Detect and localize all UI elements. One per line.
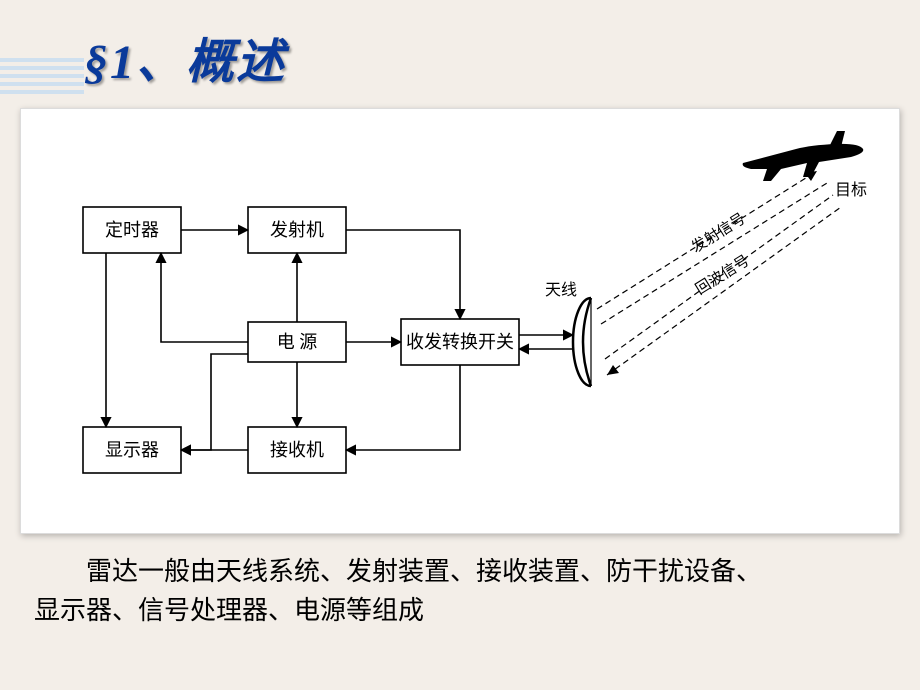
beam-arrow-in — [607, 365, 619, 375]
target-label: 目标 — [835, 181, 867, 199]
antenna-label: 天线 — [545, 281, 577, 299]
beam-line-2 — [601, 183, 827, 324]
svg-text:显示器: 显示器 — [105, 440, 159, 460]
node-display: 显示器 — [83, 427, 181, 473]
node-rx: 接收机 — [248, 427, 346, 473]
edge-switch-rx — [346, 365, 460, 450]
caption-line-2: 显示器、信号处理器、电源等组成 — [34, 596, 424, 625]
tx-signal-label: 发射信号 — [689, 210, 749, 256]
aircraft-icon — [743, 131, 864, 181]
radar-block-diagram: 定时器 发射机 电 源 收发转换开关 显示器 接收机 — [20, 108, 900, 534]
edge-power-display — [181, 354, 248, 450]
edge-power-timer — [161, 253, 248, 342]
caption-line-1: 雷达一般由天线系统、发射装置、接收装置、防干扰设备、 — [34, 557, 762, 586]
node-switch: 收发转换开关 — [401, 319, 519, 365]
title-bar: §1、概述 — [0, 0, 920, 100]
antenna-icon — [573, 298, 591, 386]
diagram-svg: 定时器 发射机 电 源 收发转换开关 显示器 接收机 — [21, 109, 899, 533]
node-timer: 定时器 — [83, 207, 181, 253]
node-power: 电 源 — [248, 322, 346, 362]
edge-tx-switch — [346, 230, 460, 319]
svg-text:发射机: 发射机 — [270, 220, 324, 240]
svg-text:电 源: 电 源 — [277, 332, 318, 352]
caption: 雷达一般由天线系统、发射装置、接收装置、防干扰设备、 显示器、信号处理器、电源等… — [34, 552, 886, 630]
slide-title: §1、概述 — [84, 22, 286, 92]
svg-text:接收机: 接收机 — [270, 440, 324, 460]
svg-text:定时器: 定时器 — [105, 220, 159, 240]
node-tx: 发射机 — [248, 207, 346, 253]
svg-text:收发转换开关: 收发转换开关 — [406, 332, 514, 352]
